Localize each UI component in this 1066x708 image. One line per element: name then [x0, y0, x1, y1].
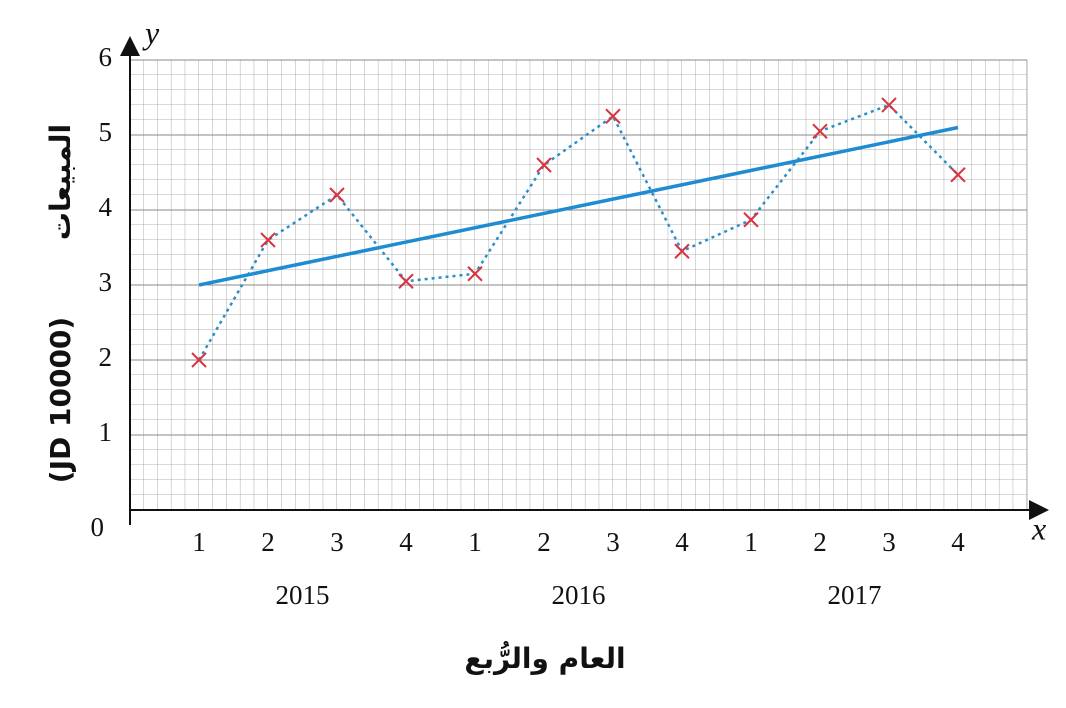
- x-tick-label: 4: [951, 527, 965, 557]
- x-tick-label: 2: [261, 527, 275, 557]
- y-tick-label: 4: [99, 192, 113, 222]
- y-tick-label: 0: [91, 512, 105, 542]
- y-axis-title: المبيعات: [44, 124, 77, 240]
- marker: [398, 273, 414, 289]
- y-tick-label: 2: [99, 342, 113, 372]
- x-tick-label: 3: [882, 527, 896, 557]
- marker: [191, 352, 207, 368]
- group-label: 2016: [552, 580, 606, 610]
- marker: [950, 167, 966, 183]
- plot: [191, 97, 966, 368]
- y-tick-label: 5: [99, 117, 113, 147]
- x-tick-label: 3: [330, 527, 344, 557]
- group-label: 2015: [276, 580, 330, 610]
- y-axis-letter: y: [142, 14, 160, 50]
- x-tick-label: 2: [537, 527, 551, 557]
- marker: [605, 108, 621, 124]
- marker: [260, 232, 276, 248]
- x-tick-label: 1: [744, 527, 758, 557]
- x-tick-label: 2: [813, 527, 827, 557]
- x-tick-label: 1: [468, 527, 482, 557]
- y-tick-label: 6: [99, 42, 113, 72]
- group-label: 2017: [828, 580, 882, 610]
- x-tick-label: 3: [606, 527, 620, 557]
- x-tick-label: 1: [192, 527, 206, 557]
- trend-line: [198, 125, 959, 287]
- marker: [743, 212, 759, 228]
- y-tick-label: 1: [99, 417, 113, 447]
- x-axis-title: العام والرُّبع: [464, 641, 625, 675]
- marker: [674, 243, 690, 259]
- y-axis-unit: (JD 10000): [44, 317, 77, 483]
- marker: [329, 187, 345, 203]
- y-tick-label: 3: [99, 267, 113, 297]
- x-tick-label: 4: [675, 527, 689, 557]
- marker: [812, 123, 828, 139]
- marker: [467, 266, 483, 282]
- marker: [536, 157, 552, 173]
- marker: [881, 97, 897, 113]
- x-tick-label: 4: [399, 527, 413, 557]
- x-axis-letter: x: [1031, 510, 1046, 546]
